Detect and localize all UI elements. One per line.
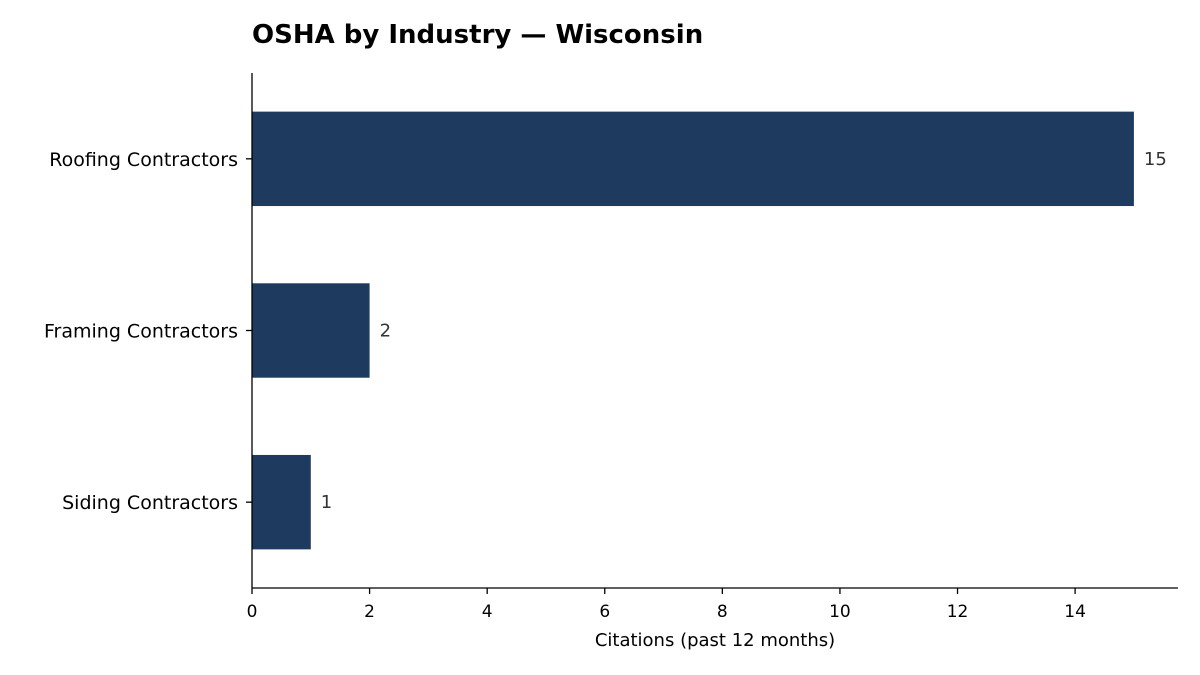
- x-tick-label-6: 12: [947, 602, 969, 622]
- data-label-0: 15: [1144, 149, 1167, 170]
- category-label-0: Roofing Contractors: [49, 149, 238, 171]
- category-label-1: Framing Contractors: [44, 321, 238, 343]
- x-tick-label-3: 6: [599, 602, 610, 622]
- bar-1: [252, 283, 370, 378]
- chart-title: OSHA by Industry — Wisconsin: [252, 20, 703, 50]
- x-tick-label-4: 8: [717, 602, 728, 622]
- x-tick-label-5: 10: [829, 602, 851, 622]
- x-tick-label-1: 2: [364, 602, 375, 622]
- x-tick-label-2: 4: [482, 602, 493, 622]
- bar-0: [252, 111, 1134, 207]
- x-axis-title: Citations (past 12 months): [595, 630, 835, 651]
- x-tick-label-7: 14: [1064, 602, 1086, 622]
- bar-2: [252, 454, 311, 550]
- ticks-layer: Roofing Contractors Framing Contractors Si…: [44, 149, 1086, 622]
- x-tick-label-0: 0: [247, 602, 258, 622]
- category-label-2: Siding Contractors: [62, 492, 238, 514]
- data-label-2: 1: [321, 492, 332, 513]
- data-label-1: 2: [380, 321, 391, 342]
